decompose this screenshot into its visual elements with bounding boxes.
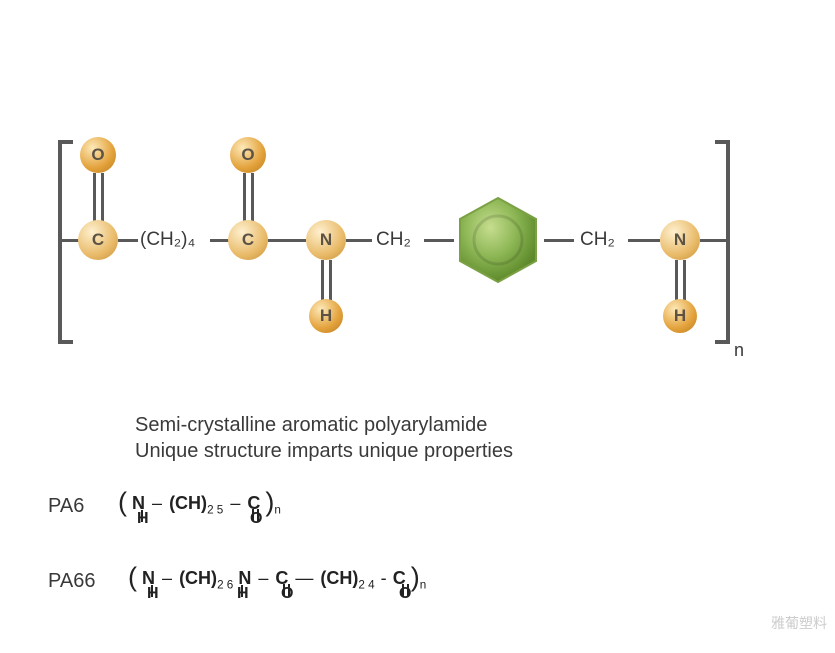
pa6-n: n: [274, 504, 281, 517]
diagram-canvas: n O C O C N H N H (CH₂)₄ CH₂ CH₂: [0, 0, 835, 653]
bond: [346, 239, 372, 242]
bracket-left-v: [58, 140, 62, 344]
pa6-sub25: 2 5: [207, 504, 223, 517]
bond: [424, 239, 454, 242]
bond: [210, 239, 230, 242]
atom-H1: H: [309, 299, 343, 333]
bond: [544, 239, 574, 242]
bond: [700, 239, 726, 242]
ch24: (CH₂)₄: [140, 229, 195, 251]
bracket-right-top: [715, 140, 730, 144]
atom-O2: O: [230, 137, 266, 173]
pa66-label: PA66: [48, 570, 95, 593]
tick: [141, 510, 143, 522]
atom-O1: O: [80, 137, 116, 173]
desc-line1: Semi-crystalline aromatic polyarylamide: [135, 414, 487, 437]
tick: [151, 585, 153, 597]
atom-C1: C: [78, 220, 118, 260]
bond: [628, 239, 660, 242]
bracket-right-bot: [715, 340, 730, 344]
bracket-left-top: [58, 140, 73, 144]
bracket-right-v: [726, 140, 730, 344]
desc-line2: Unique structure imparts unique properti…: [135, 440, 513, 463]
repeat-n: n: [734, 340, 744, 361]
pa6-label: PA6: [48, 495, 84, 518]
watermark: 雅葡塑料: [771, 613, 827, 633]
benzene-hexagon: [452, 194, 544, 286]
tick: [241, 585, 243, 597]
pa66-CH2: (CH): [320, 568, 358, 588]
pa6-CH: (CH): [169, 493, 207, 513]
bond: [268, 239, 306, 242]
ch2b: CH₂: [580, 229, 615, 251]
ch2a: CH₂: [376, 229, 411, 251]
bond: [118, 239, 138, 242]
atom-C2: C: [228, 220, 268, 260]
bracket-left-bot: [58, 340, 73, 344]
atom-H2: H: [663, 299, 697, 333]
atom-N1: N: [306, 220, 346, 260]
pa66-CH1: (CH): [179, 568, 217, 588]
pa66-formula: ( N – (CH)2 6 N – C — (CH)2 4 - C )n H H…: [128, 560, 426, 592]
atom-N2: N: [660, 220, 700, 260]
